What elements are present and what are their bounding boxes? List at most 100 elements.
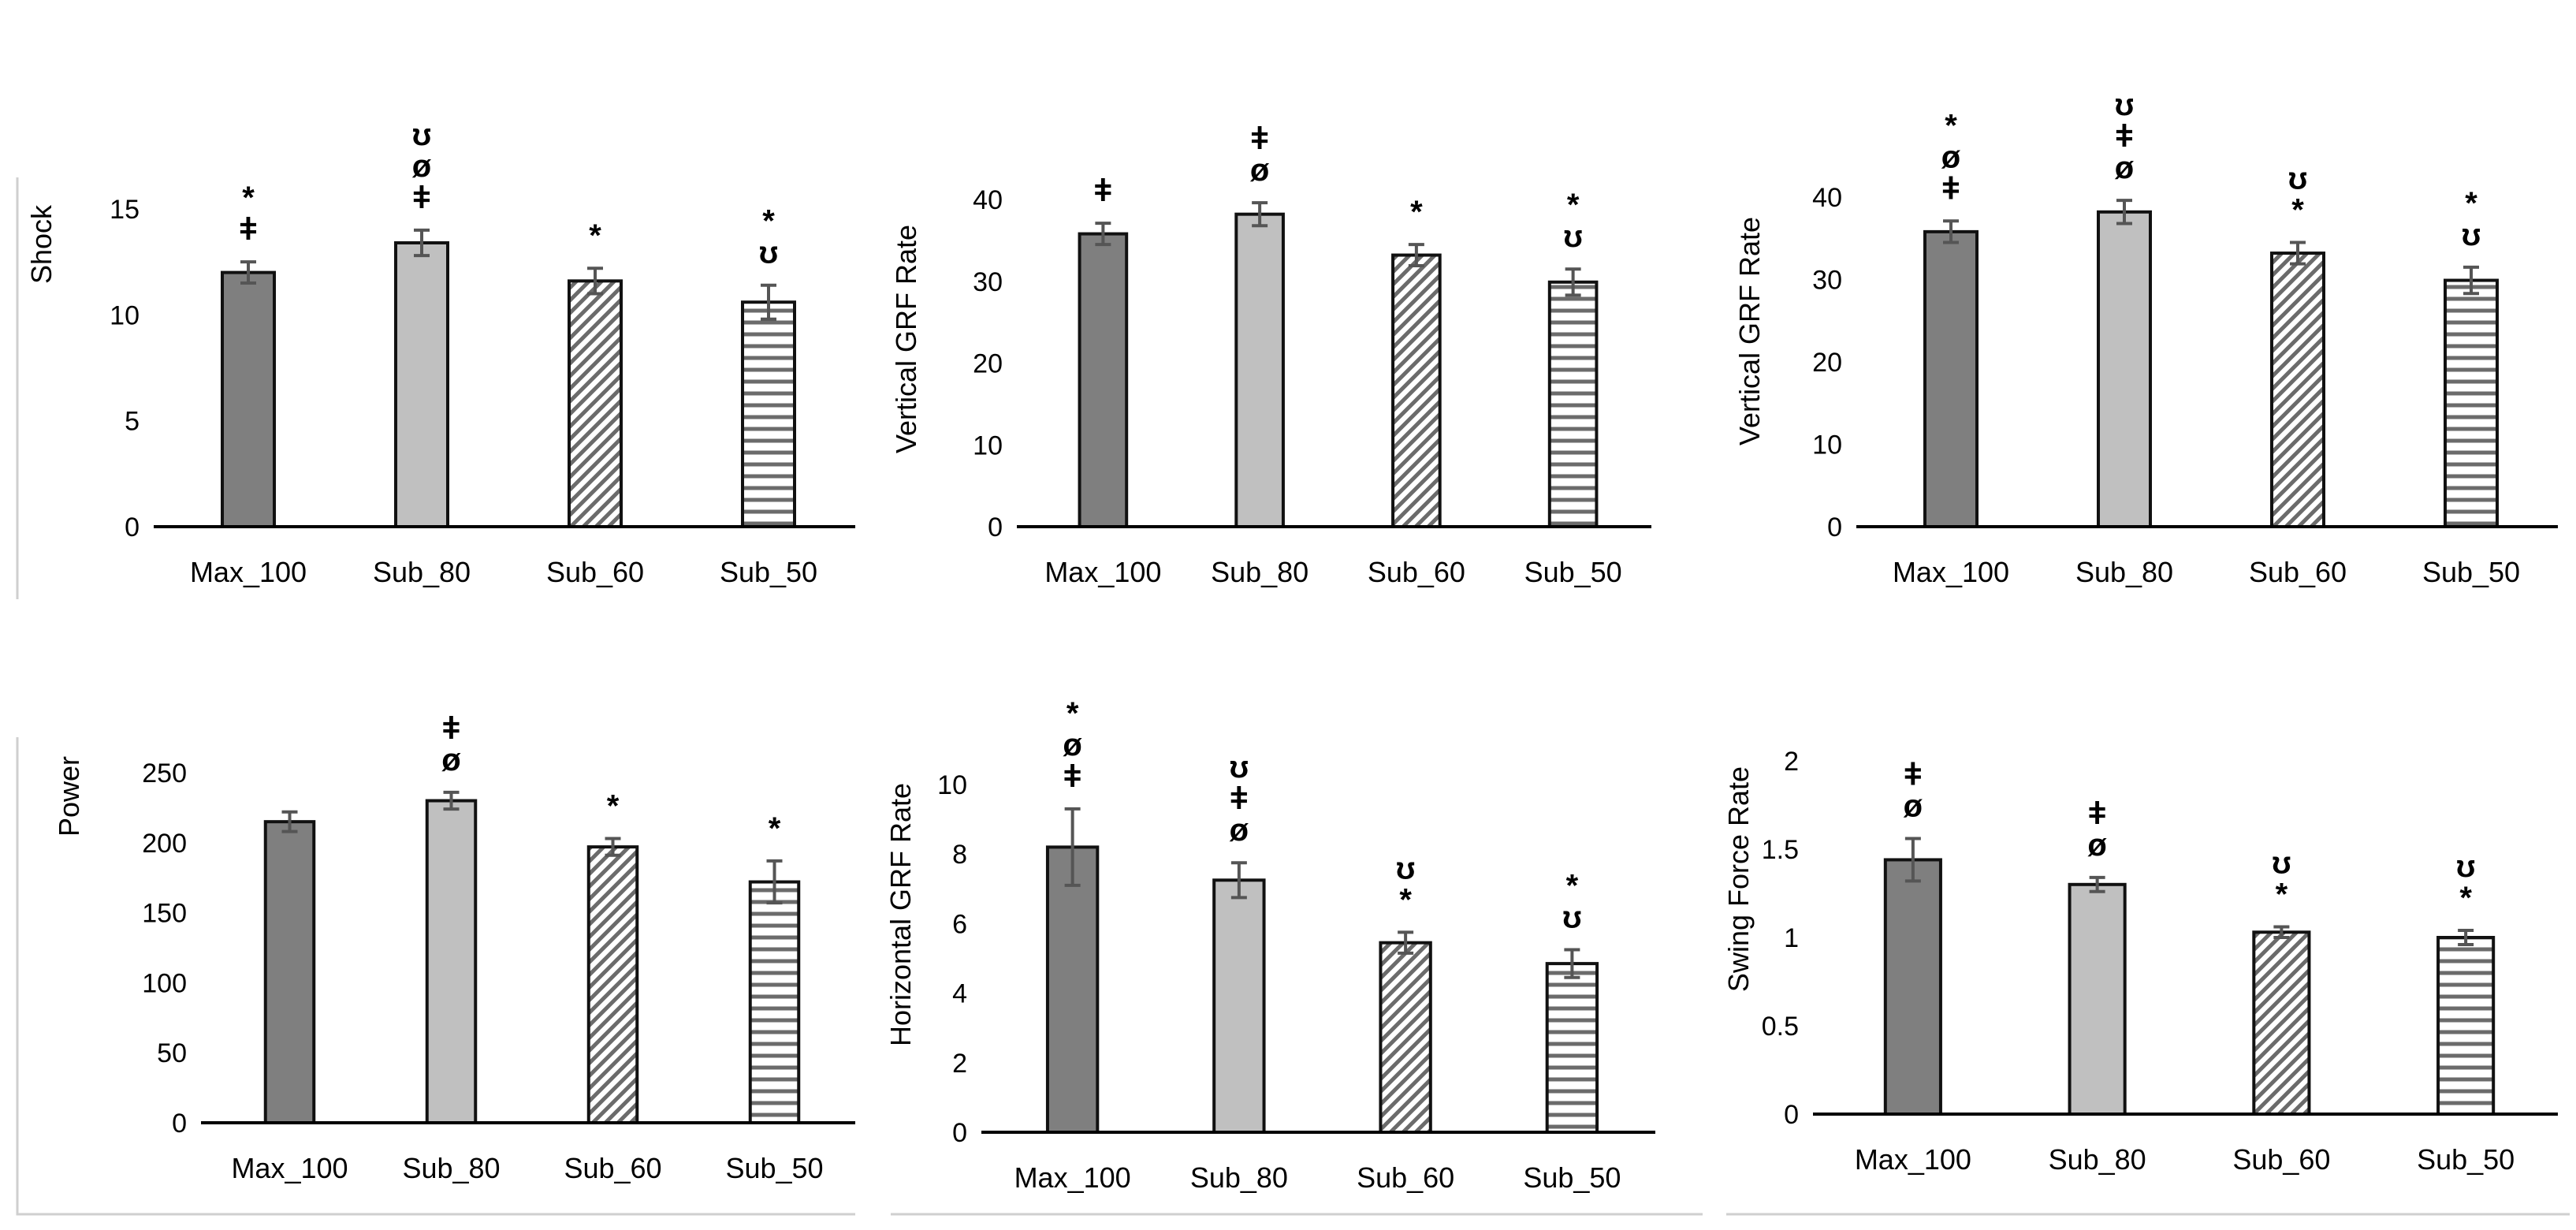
x-category-label: Sub_80 — [2049, 1143, 2146, 1176]
x-category-label: Max_100 — [1014, 1161, 1131, 1194]
y-tick-label: 0 — [172, 1109, 187, 1139]
x-category-label: Max_100 — [231, 1152, 348, 1184]
y-tick-label: 200 — [142, 829, 187, 859]
significance-marker: ǂ — [1904, 758, 1922, 792]
y-axis-label: Shock — [25, 204, 58, 284]
error-bar — [766, 859, 783, 905]
y-tick-label: 50 — [157, 1038, 187, 1068]
bar-sub-80 — [1234, 212, 1285, 528]
y-tick-label: 0 — [1827, 512, 1842, 542]
y-tick-label: 10 — [1812, 430, 1842, 460]
error-bar — [1943, 219, 1959, 244]
error-bar — [1565, 267, 1581, 297]
bar-sub-50 — [2436, 936, 2496, 1116]
y-tick-label: 40 — [1812, 183, 1842, 213]
x-category-label: Sub_50 — [725, 1152, 823, 1184]
bar-sub-60 — [586, 845, 639, 1125]
error-bar — [1095, 222, 1111, 247]
significance-marker: ʊ — [1396, 851, 1416, 885]
y-tick-label: 20 — [1812, 348, 1842, 378]
significance-marker: ǂ — [442, 711, 460, 746]
y-tick-label: 6 — [952, 909, 967, 939]
error-bar — [2089, 875, 2105, 893]
bar-sub-80 — [2097, 210, 2152, 528]
significance-marker: ǂ — [1250, 121, 1268, 156]
y-tick-label: 0 — [988, 512, 1003, 542]
y-tick-label: 10 — [973, 430, 1003, 460]
y-axis-label: Horizontal GRF Rate — [884, 783, 917, 1046]
y-tick-label: 15 — [110, 195, 140, 225]
x-category-label: Sub_80 — [1190, 1161, 1288, 1194]
y-axis-label: Vertical GRF Rate — [1733, 217, 1766, 445]
x-category-label: Sub_80 — [1211, 556, 1308, 588]
significance-marker: ʊ — [2115, 88, 2135, 122]
significance-marker: ǂ — [1063, 759, 1081, 794]
error-bar — [605, 837, 621, 857]
significance-marker: * — [2459, 881, 2472, 915]
error-bar — [2116, 199, 2132, 226]
significance-marker: ǂ — [1230, 781, 1248, 816]
y-tick-label: 40 — [973, 185, 1003, 215]
significance-marker: ʊ — [1562, 900, 1582, 934]
y-axis-label: Vertical GRF Rate — [890, 225, 922, 453]
bar-max-100 — [1923, 229, 1979, 528]
significance-marker: * — [242, 181, 255, 215]
error-bar — [2463, 265, 2479, 296]
chart-panel-2: 0 10 20 30 40 Vertical GRF Rate Max_100 ǂ Sub_80… — [890, 121, 1651, 588]
y-tick-label: 2 — [952, 1049, 967, 1079]
x-category-label: Sub_60 — [2232, 1143, 2330, 1176]
significance-marker: ǂ — [1094, 173, 1112, 208]
bar-sub-50 — [1547, 280, 1599, 528]
bar-max-100 — [221, 270, 276, 528]
significance-marker: * — [2291, 192, 2304, 227]
significance-marker: ø — [412, 149, 432, 184]
error-bar — [1398, 930, 1414, 955]
bar-sub-60 — [2252, 930, 2311, 1116]
significance-marker: ø — [441, 743, 461, 777]
significance-marker: * — [589, 218, 601, 253]
x-category-label: Max_100 — [1855, 1143, 1971, 1176]
x-category-label: Sub_60 — [564, 1152, 661, 1184]
bar-max-100 — [1078, 232, 1129, 528]
y-tick-label: 1.5 — [1762, 835, 1799, 865]
x-category-label: Sub_80 — [2075, 556, 2173, 588]
x-category-label: Sub_80 — [402, 1152, 500, 1184]
x-category-label: Sub_60 — [1357, 1161, 1454, 1194]
significance-marker: ø — [1063, 728, 1082, 762]
significance-marker: * — [607, 788, 620, 823]
y-tick-label: 2 — [1784, 747, 1799, 777]
error-bar — [281, 810, 298, 833]
x-category-label: Max_100 — [1893, 556, 2009, 588]
y-tick-label: 5 — [125, 407, 140, 437]
y-tick-label: 20 — [973, 349, 1003, 379]
error-bar — [1064, 807, 1081, 887]
x-category-label: Max_100 — [1044, 556, 1161, 588]
bar-sub-80 — [2068, 882, 2127, 1116]
x-category-label: Sub_60 — [1368, 556, 1465, 588]
significance-marker: * — [1399, 882, 1412, 917]
significance-marker: ǂ — [239, 212, 257, 247]
y-tick-label: 150 — [142, 899, 187, 929]
error-bar — [2290, 240, 2306, 266]
significance-marker: * — [1067, 696, 1079, 731]
bar-sub-60 — [2270, 252, 2325, 528]
bar-sub-60 — [568, 279, 623, 528]
chart-panels: 051015ShockMax_100*ǂSub_80ʊøǂSub_60*Sub_… — [16, 88, 2570, 1216]
significance-marker: ʊ — [2456, 849, 2476, 884]
error-bar — [414, 228, 430, 258]
y-tick-label: 100 — [142, 968, 187, 998]
significance-marker: ø — [1904, 789, 1923, 824]
significance-marker: * — [2465, 186, 2477, 221]
significance-marker: ø — [1230, 813, 1249, 848]
significance-marker: * — [1945, 108, 1957, 143]
y-tick-label: 30 — [973, 267, 1003, 297]
significance-marker: ǂ — [2115, 119, 2133, 154]
y-tick-label: 10 — [937, 770, 967, 800]
bar-sub-50 — [741, 300, 796, 528]
y-tick-label: 1 — [1784, 923, 1799, 953]
significance-marker: ø — [2087, 828, 2107, 863]
y-tick-label: 0 — [952, 1118, 967, 1148]
panel-border — [16, 737, 855, 1216]
